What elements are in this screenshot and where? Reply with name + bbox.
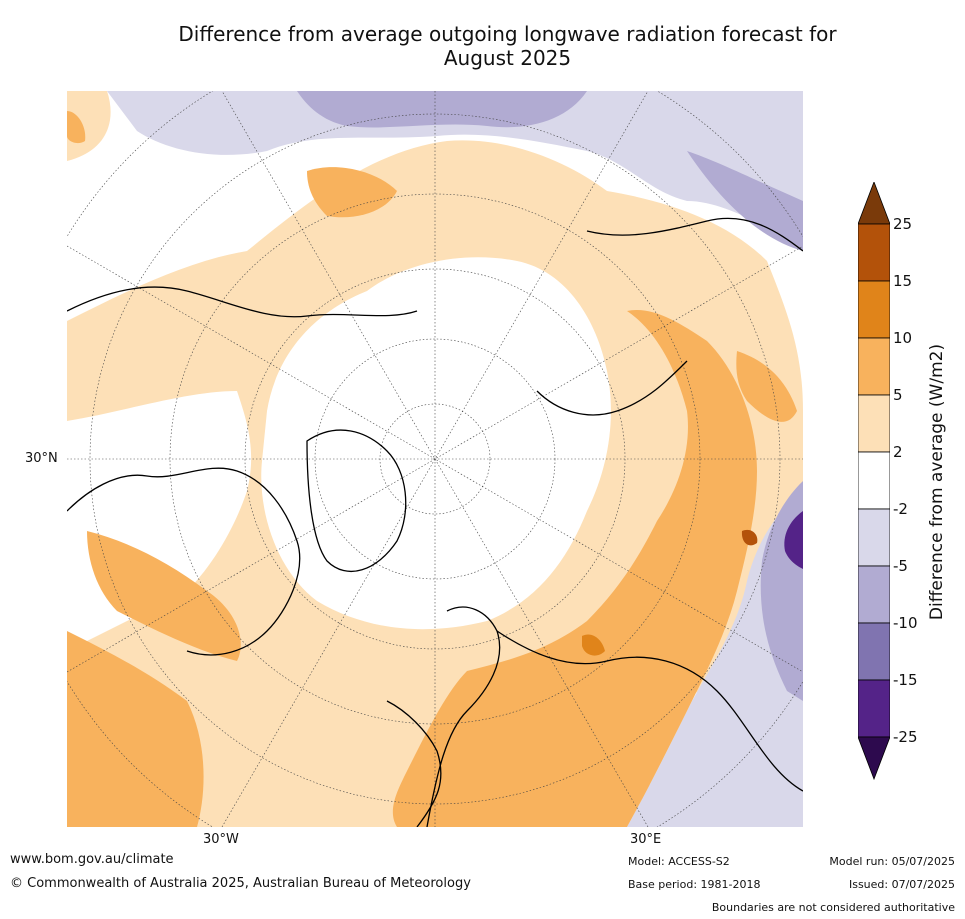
anomaly-5-10-region (736, 351, 797, 422)
colorbar-tick-5: 5 (893, 386, 903, 404)
anomaly-15-25-region (741, 529, 758, 546)
title-line-2: August 2025 (443, 46, 572, 70)
colorbar-band-10-15 (857, 280, 891, 339)
model-text: Model: ACCESS-S2 (628, 855, 730, 868)
lon-label-30w: 30°W (203, 832, 239, 847)
anomaly-m15-m25-region (784, 511, 803, 569)
colorbar-band-15-25 (857, 223, 891, 282)
anomaly-m2-m5-region (627, 491, 803, 827)
colorbar-tick-m2: -2 (893, 500, 908, 518)
colorbar-tick-m5: -5 (893, 557, 908, 575)
anomaly-m5-m10-region (297, 91, 587, 128)
anomaly-5-10-region (392, 310, 757, 827)
lon-label-30e: 30°E (630, 832, 662, 847)
colorbar-tick-25: 25 (893, 215, 913, 233)
model-run-text: Model run: 05/07/2025 (829, 855, 955, 868)
graticule (67, 91, 803, 827)
colorbar-extend-top (857, 180, 891, 225)
colorbar-extend-bottom (857, 736, 891, 781)
lat-label-30n: 30°N (25, 451, 58, 466)
title-line-1: Difference from average outgoing longwav… (178, 22, 837, 46)
colorbar-tick-2: 2 (893, 443, 903, 461)
anomaly-10-15-region (582, 634, 605, 656)
website-link[interactable]: www.bom.gov.au/climate (10, 852, 174, 867)
base-period-text: Base period: 1981-2018 (628, 878, 761, 891)
anomaly-m2-m5-region (107, 91, 803, 241)
colorbar-band-neutral (857, 451, 891, 510)
colorbar-band-5-10 (857, 337, 891, 396)
anomaly-5-10-region (67, 631, 204, 827)
disclaimer-text: Boundaries are not considered authoritat… (711, 901, 955, 914)
colorbar-band-m15-m25 (857, 679, 891, 738)
anomaly-neutral-region (261, 257, 611, 630)
colorbar (857, 180, 891, 782)
colorbar-band-m5-m10 (857, 565, 891, 624)
copyright-text: © Commonwealth of Australia 2025, Austra… (10, 876, 471, 891)
anomaly-5-10-region (307, 167, 397, 218)
colorbar-title: Difference from average (W/m2) (927, 343, 947, 621)
anomaly-5-10-region (87, 531, 241, 661)
polar-map (67, 91, 803, 827)
colorbar-band-m10-m15 (857, 622, 891, 681)
anomaly-m5-m10-region (687, 151, 803, 251)
anomaly-2-5-region (67, 91, 111, 161)
anomaly-5-10-region (67, 111, 86, 144)
colorbar-tick-10: 10 (893, 329, 913, 347)
issued-text: Issued: 07/07/2025 (848, 878, 955, 891)
chart-title: Difference from average outgoing longwav… (140, 22, 875, 70)
colorbar-tick-m15: -15 (893, 671, 918, 689)
colorbar-tick-15: 15 (893, 272, 913, 290)
colorbar-tick-m10: -10 (893, 614, 918, 632)
colorbar-band-2-5 (857, 394, 891, 453)
colorbar-band-m2-m5 (857, 508, 891, 567)
colorbar-tick-m25: -25 (893, 728, 918, 746)
coastlines (67, 217, 803, 827)
